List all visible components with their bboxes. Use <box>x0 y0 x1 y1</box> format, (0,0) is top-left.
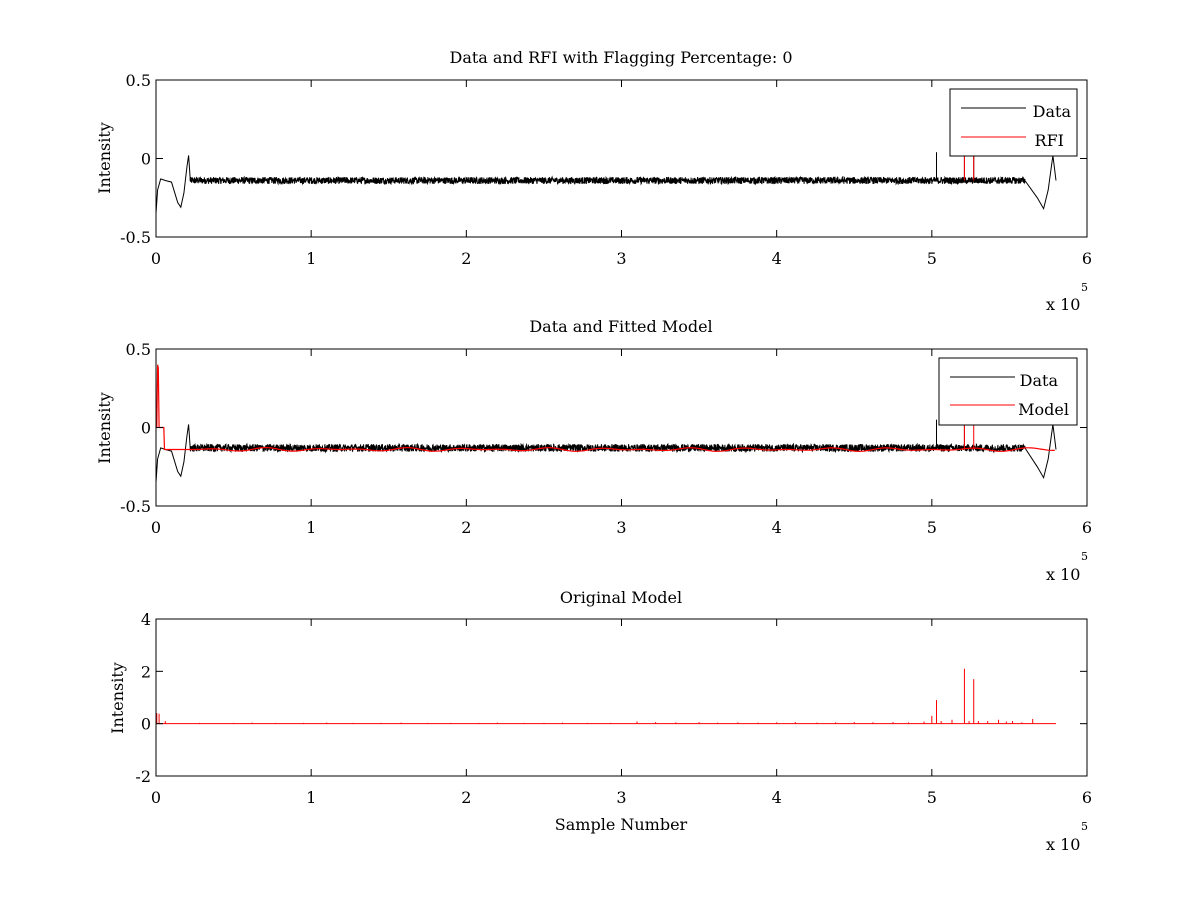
x-tick-label: 3 <box>616 518 626 537</box>
x-tick-label: 1 <box>306 249 316 268</box>
subplot-1-x-multiplier-base: x 10 <box>1046 295 1080 314</box>
subplot-1-x-ticks: 0 1 2 3 4 5 6 <box>151 80 1092 268</box>
subplot-2-plot <box>156 364 1057 483</box>
x-tick-label: 4 <box>772 788 782 807</box>
y-tick-label: 0 <box>141 715 151 734</box>
subplot-2-ylabel: Intensity <box>95 392 114 464</box>
subplot-2-x-ticks: 0 1 2 3 4 5 6 <box>151 349 1092 537</box>
y-tick-label: 0 <box>141 419 151 438</box>
subplot-1-title: Data and RFI with Flagging Percentage: 0 <box>449 48 792 67</box>
legend-label-data: Data <box>1033 102 1072 121</box>
x-tick-label: 0 <box>151 249 161 268</box>
y-tick-label: 4 <box>141 610 151 629</box>
x-tick-label: 1 <box>306 788 316 807</box>
subplot-3-plot <box>156 668 1056 725</box>
subplot-3-series-group <box>156 668 1056 725</box>
y-tick-label: -0.5 <box>120 497 151 516</box>
subplot-1-x-multiplier: x 10 <box>1046 295 1080 314</box>
x-tick-label: 2 <box>461 249 471 268</box>
subplot-2-title: Data and Fitted Model <box>529 317 712 336</box>
subplot-2-x-multiplier: x 10 <box>1046 565 1080 584</box>
y-tick-label: -0.5 <box>120 228 151 247</box>
subplot-1-y-ticks: 0.5 0 -0.5 <box>120 71 1087 247</box>
subplot-1: Data and RFI with Flagging Percentage: 0… <box>95 48 1092 314</box>
x-tick-label: 5 <box>927 788 937 807</box>
y-tick-label: 0.5 <box>126 71 151 90</box>
subplot-2-x-multiplier-exponent: 5 <box>1081 550 1088 563</box>
x-tick-label: 0 <box>151 788 161 807</box>
subplot-3-x-multiplier: x 10 <box>1046 835 1080 854</box>
x-tick-label: 5 <box>927 249 937 268</box>
subplot-2-legend-box <box>938 357 1078 426</box>
legend-label-rfi: RFI <box>1035 131 1064 150</box>
subplot-3-x-ticks: 0 1 2 3 4 5 6 <box>151 619 1092 807</box>
y-tick-label: 0.5 <box>126 340 151 359</box>
x-tick-label: 2 <box>461 788 471 807</box>
subplot-3-ylabel: Intensity <box>108 662 127 734</box>
subplot-3-y-ticks: 4 2 0 -2 <box>135 610 1087 786</box>
x-tick-label: 0 <box>151 518 161 537</box>
subplot-2-series-group <box>156 364 1057 483</box>
subplot-2-y-ticks: 0.5 0 -0.5 <box>120 340 1087 516</box>
x-tick-label: 6 <box>1082 788 1092 807</box>
series-line-model <box>156 364 1055 453</box>
subplot-1-x-multiplier-exponent: 5 <box>1081 281 1088 294</box>
subplot-1-legend-box <box>949 88 1078 157</box>
subplot-3-xlabel: Sample Number <box>555 815 688 834</box>
subplot-3-title: Original Model <box>560 588 682 607</box>
subplot-2-x-multiplier-base: x 10 <box>1046 565 1080 584</box>
series-line-data <box>156 155 1057 214</box>
y-tick-label: -2 <box>135 767 151 786</box>
y-tick-label: 2 <box>141 662 151 681</box>
subplot-3-x-multiplier-exponent: 5 <box>1081 820 1088 833</box>
subplot-1-ylabel: Intensity <box>95 122 114 194</box>
legend-label-data: Data <box>1020 371 1059 390</box>
legend-label-model: Model <box>1018 400 1069 419</box>
subplot-1-legend: Data RFI <box>949 88 1078 157</box>
subplot-3-x-multiplier-base: x 10 <box>1046 835 1080 854</box>
x-tick-label: 2 <box>461 518 471 537</box>
x-tick-label: 5 <box>927 518 937 537</box>
subplot-2-legend: Data Model <box>938 357 1078 426</box>
y-tick-label: 0 <box>141 150 151 169</box>
x-tick-label: 3 <box>616 249 626 268</box>
x-tick-label: 3 <box>616 788 626 807</box>
x-tick-label: 4 <box>772 249 782 268</box>
x-tick-label: 6 <box>1082 249 1092 268</box>
x-tick-label: 1 <box>306 518 316 537</box>
x-tick-label: 4 <box>772 518 782 537</box>
x-tick-label: 6 <box>1082 518 1092 537</box>
